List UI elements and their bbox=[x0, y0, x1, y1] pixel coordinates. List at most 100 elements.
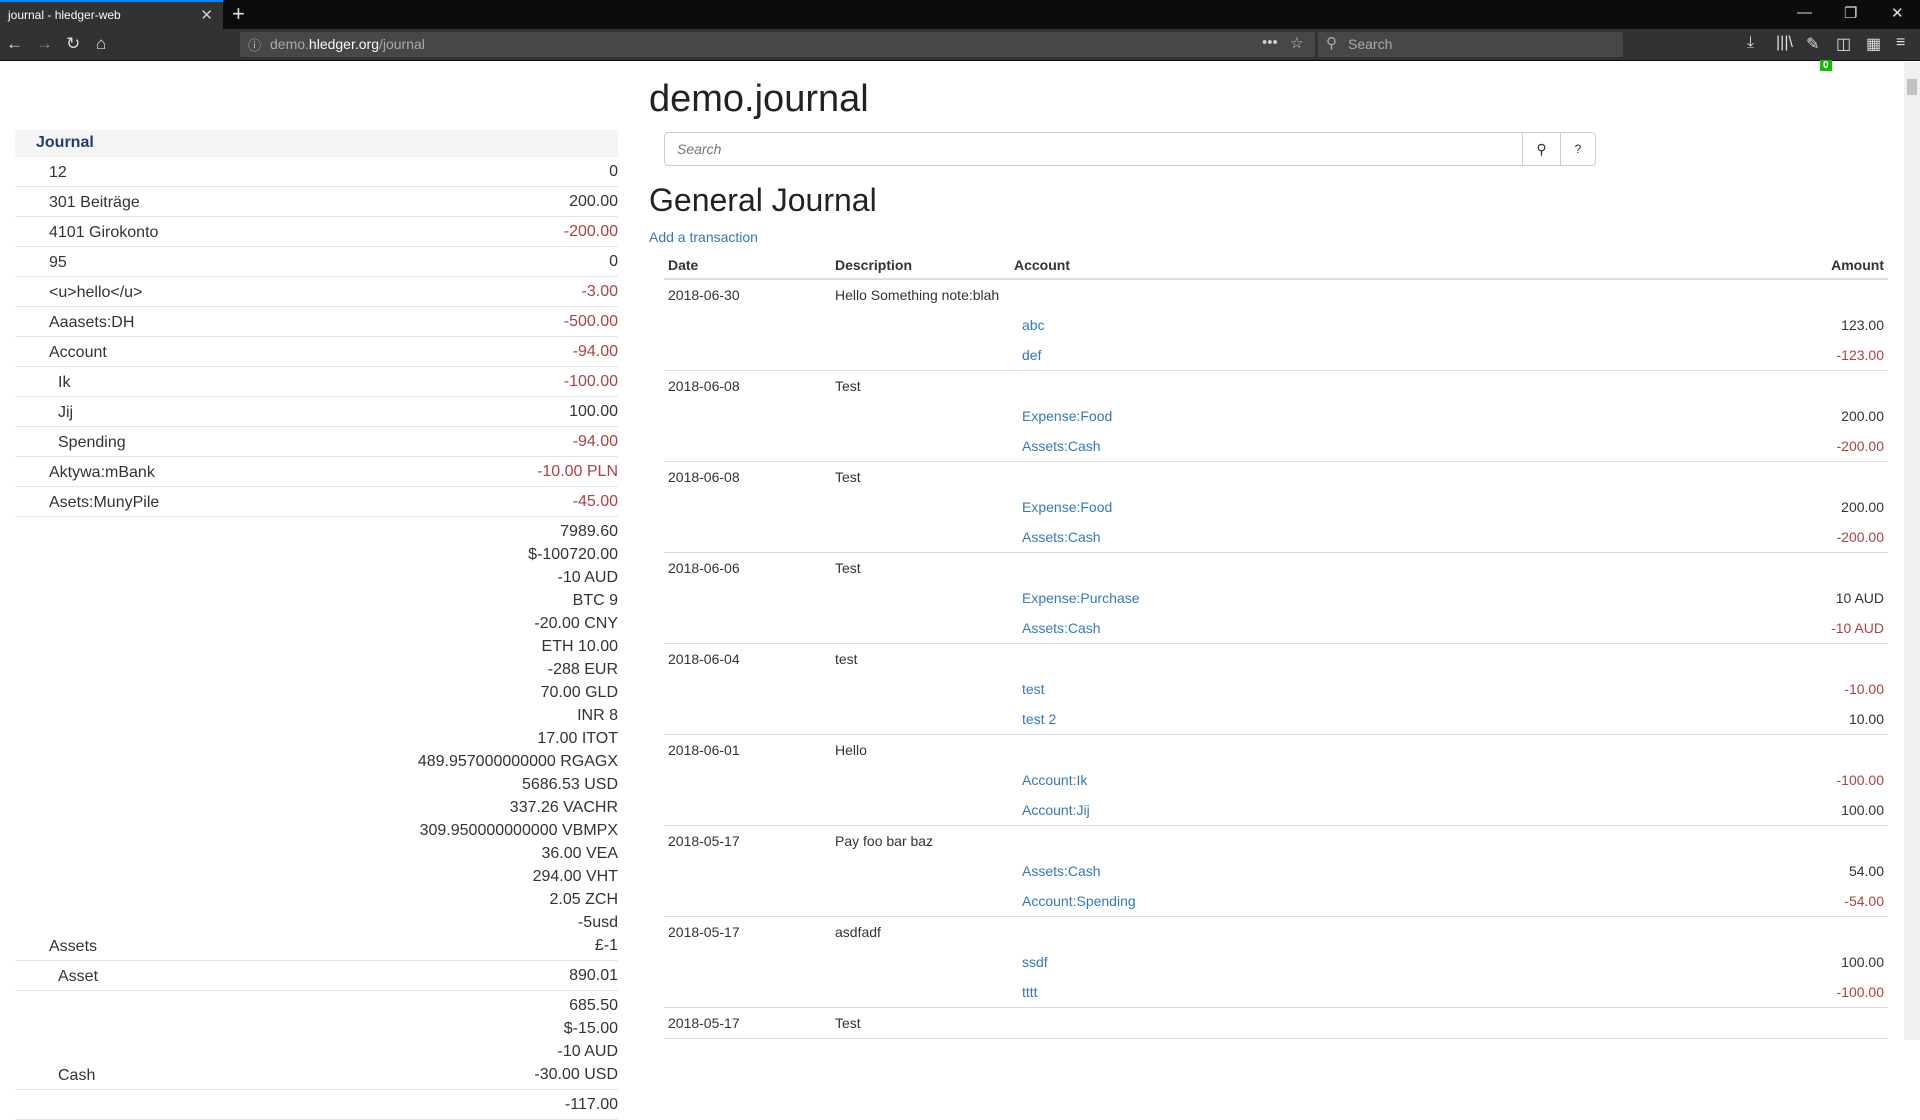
posting-row: Account:Jij 100.00 bbox=[664, 795, 1888, 826]
sidebar-account-name[interactable]: Ik bbox=[15, 366, 268, 397]
scrollbar[interactable] bbox=[1904, 62, 1920, 1040]
page-title: demo.journal bbox=[649, 78, 869, 120]
sidebar-account-name[interactable]: <u>hello</u> bbox=[15, 276, 268, 307]
sidebar-account-name[interactable]: 12 bbox=[15, 156, 268, 187]
restore-icon[interactable]: ❐ bbox=[1844, 5, 1858, 22]
library-icon[interactable]: |||\ bbox=[1776, 34, 1793, 51]
sidebar-account-name[interactable]: 301 Beiträge bbox=[15, 186, 268, 217]
posting-row: ssdf 100.00 bbox=[664, 947, 1888, 977]
posting-account-link[interactable]: ssdf bbox=[1022, 954, 1048, 970]
posting-row: tttt -100.00 bbox=[664, 977, 1888, 1008]
tab-journal[interactable]: journal - hledger-web ✕ bbox=[0, 0, 223, 29]
sidebar-account-row[interactable]: Jij 100.00 bbox=[15, 396, 618, 427]
posting-amount: -54.00 bbox=[1612, 886, 1888, 917]
sidebar-account-name[interactable]: Assets bbox=[15, 516, 268, 961]
reload-icon[interactable]: ↻ bbox=[66, 34, 81, 53]
column-description: Description bbox=[831, 252, 1010, 280]
sidebar-account-name[interactable]: Jij bbox=[15, 396, 268, 427]
posting-account-link[interactable]: Assets:Cash bbox=[1022, 528, 1101, 545]
posting-amount: 10 AUD bbox=[1835, 590, 1884, 606]
posting-account-link[interactable]: def bbox=[1022, 346, 1042, 363]
balance-amount: 5686.53 USD bbox=[521, 776, 618, 793]
sidebar-account-name[interactable]: 95 bbox=[15, 246, 268, 277]
posting-amount: -123.00 bbox=[1612, 340, 1888, 371]
sidebar-account-name[interactable]: Asset bbox=[15, 960, 268, 991]
sidebar-account-row[interactable]: Account -94.00 bbox=[15, 336, 618, 367]
close-tab-icon[interactable]: ✕ bbox=[200, 7, 213, 24]
posting-account-link[interactable]: Account:Jij bbox=[1022, 801, 1090, 818]
sidebar-account-row[interactable]: 301 Beiträge 200.00 bbox=[15, 186, 618, 217]
search-help-button[interactable]: ? bbox=[1560, 133, 1595, 165]
posting-account-link[interactable]: abc bbox=[1022, 317, 1045, 333]
posting-row: Expense:Food 200.00 bbox=[664, 401, 1888, 431]
posting-account-link[interactable]: tttt bbox=[1022, 983, 1038, 1000]
sidebar-account-name[interactable]: Spending bbox=[15, 426, 268, 457]
sidebar-account-row[interactable]: Ik -100.00 bbox=[15, 366, 618, 397]
sidebar-account-balance: -500.00 bbox=[267, 306, 618, 337]
forward-icon[interactable]: → bbox=[36, 34, 53, 53]
sidebar-account-name[interactable]: Cash bbox=[15, 990, 268, 1090]
bookmark-star-icon[interactable]: ☆ bbox=[1290, 35, 1304, 52]
sidebar-icon[interactable]: ◫ bbox=[1836, 36, 1852, 53]
posting-account-link[interactable]: Expense:Food bbox=[1022, 499, 1113, 515]
sidebar-journal-link[interactable]: Journal bbox=[15, 130, 618, 157]
sidebar-account-row[interactable]: Spending -94.00 bbox=[15, 426, 618, 457]
sidebar-account-name[interactable]: Aaasets:DH bbox=[15, 306, 268, 337]
sidebar-account-name[interactable]: Account bbox=[15, 336, 268, 367]
balance-amount: 7989.60 bbox=[560, 523, 618, 540]
sidebar-account-name[interactable]: Asets:MunyPile bbox=[15, 486, 268, 517]
balance-amount: BTC 9 bbox=[572, 592, 618, 609]
posting-account-link[interactable]: test 2 bbox=[1022, 710, 1057, 727]
sidebar-account-row[interactable]: Aaasets:DH -500.00 bbox=[15, 306, 618, 337]
posting-account-cell: def bbox=[1010, 340, 1613, 371]
posting-account-link[interactable]: Assets:Cash bbox=[1022, 437, 1101, 454]
home-icon[interactable]: ⌂ bbox=[96, 34, 107, 53]
posting-row: def -123.00 bbox=[664, 340, 1888, 371]
new-tab-icon[interactable]: + bbox=[232, 1, 245, 26]
minimize-icon[interactable]: — bbox=[1797, 4, 1812, 21]
sidebar-account-row[interactable]: Asset 890.01 bbox=[15, 960, 618, 991]
add-transaction-link[interactable]: Add a transaction bbox=[649, 229, 758, 245]
sidebar-account-row[interactable]: Asets:MunyPile -45.00 bbox=[15, 486, 618, 517]
sidebar-account-row[interactable]: <u>hello</u> -3.00 bbox=[15, 276, 618, 307]
browser-search-input[interactable]: ⚲ Search bbox=[1318, 32, 1623, 57]
posting-account-link[interactable]: Account:Ik bbox=[1022, 772, 1088, 788]
sidebar-account-row[interactable]: -117.00 bbox=[15, 1089, 618, 1120]
posting-account-link[interactable]: test bbox=[1022, 681, 1045, 697]
url-bar[interactable]: ⓘ demo.hledger.org/journal ••• ☆ bbox=[240, 32, 1315, 57]
download-icon[interactable]: ⤓ bbox=[1747, 34, 1755, 51]
menu-icon[interactable]: ≡ bbox=[1896, 34, 1906, 51]
scrollbar-thumb[interactable] bbox=[1907, 79, 1917, 95]
sidebar-account-row[interactable]: Aktywa:mBank -10.00 PLN bbox=[15, 456, 618, 487]
search-input[interactable] bbox=[665, 133, 1522, 165]
url-path: /journal bbox=[378, 36, 425, 52]
posting-account-link[interactable]: Assets:Cash bbox=[1022, 863, 1101, 879]
sidebar-account-row[interactable]: 95 0 bbox=[15, 246, 618, 277]
sidebar-account-name[interactable]: Aktywa:mBank bbox=[15, 456, 268, 487]
sidebar-account-balance: 0 bbox=[267, 246, 618, 277]
sidebar-account-row[interactable]: Assets 7989.60 $-100720.00 -10 AUD BTC 9 -20.… bbox=[15, 516, 618, 961]
sidebar-account-row[interactable]: Cash 685.50 $-15.00 -10 AUD -30.00 USD bbox=[15, 990, 618, 1090]
sidebar-account-name[interactable] bbox=[15, 1089, 268, 1120]
sidebar-account-row[interactable]: 12 0 bbox=[15, 156, 618, 187]
posting-account-link[interactable]: Assets:Cash bbox=[1022, 619, 1101, 636]
extension-icon[interactable]: ✎ bbox=[1806, 36, 1820, 53]
search-button[interactable]: ⚲ bbox=[1522, 133, 1560, 165]
transaction-description: test bbox=[835, 650, 858, 667]
close-window-icon[interactable]: ✕ bbox=[1891, 5, 1904, 22]
sidebar-account-balance: -45.00 bbox=[267, 486, 618, 517]
posting-row: Assets:Cash 54.00 bbox=[664, 856, 1888, 886]
sidebar-account-row[interactable]: 4101 Girokonto -200.00 bbox=[15, 216, 618, 247]
posting-account-link[interactable]: Account:Spending bbox=[1022, 892, 1136, 909]
sidebar-account-name[interactable]: 4101 Girokonto bbox=[15, 216, 268, 247]
transaction-description: Pay foo bar baz bbox=[835, 832, 934, 849]
posting-amount: 100.00 bbox=[1612, 795, 1888, 826]
more-icon[interactable]: ••• bbox=[1262, 34, 1278, 51]
back-icon[interactable]: ← bbox=[6, 34, 23, 53]
posting-account-link[interactable]: Expense:Purchase bbox=[1022, 590, 1140, 606]
info-icon[interactable]: ⓘ bbox=[248, 38, 262, 53]
column-account: Account bbox=[1010, 252, 1613, 280]
transaction-description: Test bbox=[835, 468, 861, 485]
posting-account-link[interactable]: Expense:Food bbox=[1022, 408, 1113, 424]
addons-icon[interactable]: ▦ bbox=[1866, 36, 1882, 53]
